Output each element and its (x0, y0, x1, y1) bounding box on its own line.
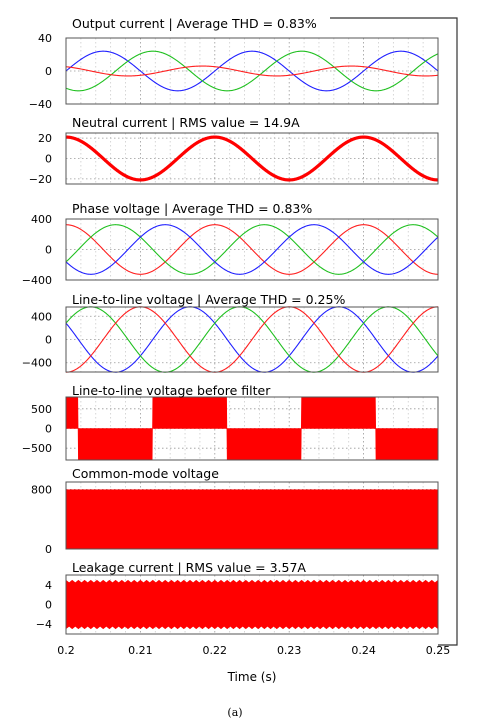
x-tick-label: 0.21 (128, 644, 153, 657)
x-axis: 0.2 0.21 0.22 0.23 0.24 0.25 (57, 644, 450, 657)
plot-frame (65, 396, 439, 461)
x-tick-label: 0.25 (426, 644, 451, 657)
x-axis-label: Time (s) (227, 670, 277, 684)
y-tick-label: 20 (38, 132, 52, 145)
panel-title: Line-to-line voltage | Average THD = 0.2… (72, 292, 345, 307)
series-line-2 (65, 50, 439, 92)
series-line-3 (65, 306, 439, 373)
y-tick-label: 0 (45, 244, 52, 257)
x-tick-label: 0.24 (351, 644, 376, 657)
y-tick-label: −20 (29, 173, 52, 186)
plot-frame (65, 306, 439, 373)
y-tick-label: −4 (36, 618, 52, 631)
y-tick-label: −400 (22, 274, 52, 287)
y-tick-label: 0 (45, 543, 52, 556)
plot-frame (65, 574, 439, 635)
panel-2: 20 0 −20 Neutral current | RMS value = 14.9… (29, 115, 439, 186)
panel-3: 400 0 −400 Phase voltage | Average THD = 0.… (22, 201, 439, 287)
panel-title: Common-mode voltage (72, 466, 219, 481)
panel-title: Neutral current | RMS value = 14.9A (72, 115, 300, 130)
series-band-1 (66, 579, 438, 630)
figure-caption: (a) (227, 706, 242, 719)
panel-5: 500 0 −500 Line-to-line voltage before filt… (22, 383, 439, 461)
panel-title: Output current | Average THD = 0.83% (72, 16, 317, 31)
x-tick-label: 0.2 (57, 644, 75, 657)
series-line-2 (65, 224, 439, 275)
y-tick-label: 4 (45, 579, 52, 592)
panel-4: 400 0 −400 Line-to-line voltage | Average T… (22, 292, 439, 373)
series-line-1 (65, 224, 439, 275)
y-tick-label: 500 (31, 403, 52, 416)
series-area-1 (65, 396, 439, 461)
panel-1: 40 0 −40 Output current | Average THD = 0.8… (29, 16, 439, 111)
series-band-1 (66, 489, 438, 549)
plot-frame (65, 218, 439, 281)
y-tick-label: 0 (45, 599, 52, 612)
y-tick-label: −500 (22, 442, 52, 455)
bracket-line (330, 17, 458, 646)
panel-6: 800 0 Common-mode voltage (31, 466, 439, 556)
panel-7: 4 0 −4 Leakage current | RMS value = 3.57A (36, 560, 439, 635)
x-tick-label: 0.22 (203, 644, 228, 657)
y-tick-label: 0 (45, 153, 52, 166)
y-tick-label: −400 (22, 357, 52, 370)
plot-frame (65, 481, 439, 550)
y-tick-label: 40 (38, 32, 52, 45)
y-tick-label: 0 (45, 423, 52, 436)
series-line-2 (65, 306, 439, 373)
y-tick-label: 400 (31, 213, 52, 226)
panel-title: Phase voltage | Average THD = 0.83% (72, 201, 312, 216)
x-tick-label: 0.23 (277, 644, 302, 657)
series-line-1 (65, 306, 439, 373)
y-tick-label: −40 (29, 98, 52, 111)
y-tick-label: 0 (45, 65, 52, 78)
series-line-3 (65, 65, 439, 77)
series-line-3 (65, 224, 439, 275)
y-tick-label: 800 (31, 483, 52, 496)
panel-title: Line-to-line voltage before filter (72, 383, 271, 398)
plot-frame (65, 37, 439, 105)
series-line-1 (65, 135, 439, 182)
y-tick-label: 0 (45, 334, 52, 347)
panel-title: Leakage current | RMS value = 3.57A (72, 560, 306, 575)
plot-frame (65, 132, 439, 185)
y-tick-label: 400 (31, 310, 52, 323)
